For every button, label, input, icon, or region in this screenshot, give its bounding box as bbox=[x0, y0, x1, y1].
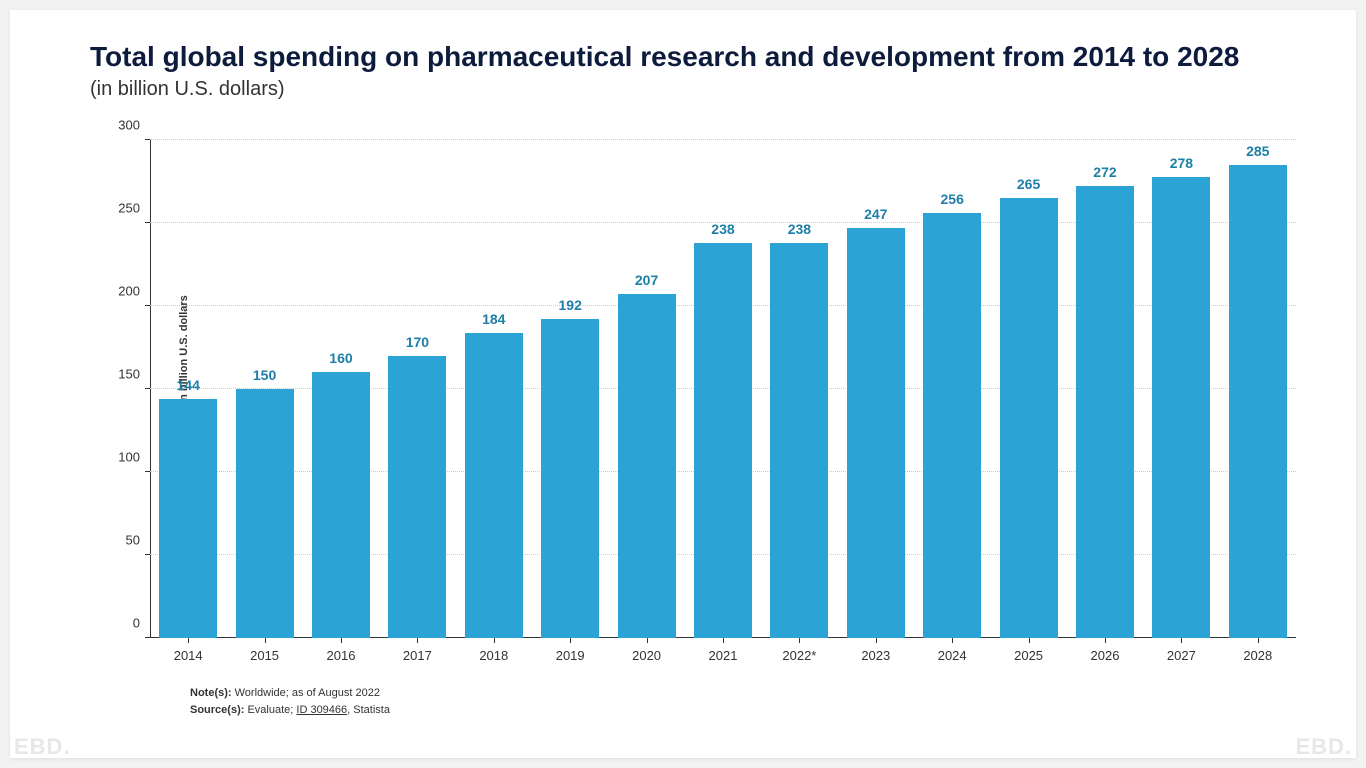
bar: 256 bbox=[923, 213, 981, 638]
xtick-label: 2021 bbox=[709, 648, 738, 663]
bar-slot: 2382021 bbox=[685, 140, 761, 638]
bar-slot: 2652025 bbox=[990, 140, 1066, 638]
watermark-left: EBD. bbox=[14, 734, 71, 760]
xtick-mark bbox=[952, 638, 953, 643]
xtick-label: 2018 bbox=[479, 648, 508, 663]
bar: 184 bbox=[465, 333, 523, 638]
xtick-label: 2022* bbox=[782, 648, 816, 663]
xtick-label: 2016 bbox=[327, 648, 356, 663]
chart-title: Total global spending on pharmaceutical … bbox=[90, 40, 1306, 74]
xtick-mark bbox=[647, 638, 648, 643]
chart-card: Total global spending on pharmaceutical … bbox=[10, 10, 1356, 758]
note-label: Note(s): bbox=[190, 687, 232, 699]
xtick-mark bbox=[799, 638, 800, 643]
bar: 144 bbox=[159, 399, 217, 638]
bar-slot: 1922019 bbox=[532, 140, 608, 638]
bar-slot: 2472023 bbox=[838, 140, 914, 638]
bar-slot: 2382022* bbox=[761, 140, 837, 638]
source-suffix: , Statista bbox=[347, 704, 390, 716]
xtick-label: 2020 bbox=[632, 648, 661, 663]
bar: 285 bbox=[1229, 165, 1287, 638]
xtick-mark bbox=[1258, 638, 1259, 643]
bar-value-label: 285 bbox=[1246, 143, 1269, 159]
xtick-label: 2023 bbox=[861, 648, 890, 663]
bar-slot: 2852028 bbox=[1220, 140, 1296, 638]
bar: 170 bbox=[388, 356, 446, 638]
bar-slot: 1842018 bbox=[456, 140, 532, 638]
xtick-label: 2014 bbox=[174, 648, 203, 663]
ytick-label: 150 bbox=[118, 367, 150, 382]
bar: 238 bbox=[770, 243, 828, 638]
xtick-label: 2017 bbox=[403, 648, 432, 663]
bar-value-label: 265 bbox=[1017, 176, 1040, 192]
bar: 238 bbox=[694, 243, 752, 638]
xtick-mark bbox=[1105, 638, 1106, 643]
bar-value-label: 247 bbox=[864, 206, 887, 222]
xtick-label: 2019 bbox=[556, 648, 585, 663]
xtick-mark bbox=[265, 638, 266, 643]
bar: 207 bbox=[618, 294, 676, 638]
ytick-label: 200 bbox=[118, 284, 150, 299]
source-prefix: Evaluate; bbox=[244, 704, 296, 716]
chart-area: R&D spending in billion U.S. dollars 050… bbox=[150, 140, 1296, 638]
bar: 160 bbox=[312, 372, 370, 638]
source-label: Source(s): bbox=[190, 704, 244, 716]
bar-slot: 2782027 bbox=[1143, 140, 1219, 638]
bar-value-label: 238 bbox=[711, 221, 734, 237]
bar-value-label: 278 bbox=[1170, 155, 1193, 171]
watermark-right: EBD. bbox=[1295, 734, 1352, 760]
bar-value-label: 192 bbox=[559, 297, 582, 313]
ytick-label: 0 bbox=[133, 616, 150, 631]
bar-value-label: 184 bbox=[482, 311, 505, 327]
bar: 247 bbox=[847, 228, 905, 638]
ytick-label: 250 bbox=[118, 201, 150, 216]
xtick-mark bbox=[494, 638, 495, 643]
source-id: ID 309466 bbox=[296, 704, 347, 716]
bar-slot: 2722026 bbox=[1067, 140, 1143, 638]
bar: 272 bbox=[1076, 186, 1134, 638]
bar: 278 bbox=[1152, 177, 1210, 638]
bar-value-label: 272 bbox=[1093, 164, 1116, 180]
bar-value-label: 207 bbox=[635, 272, 658, 288]
plot-region: 0501001502002503001442014150201516020161… bbox=[150, 140, 1296, 638]
xtick-mark bbox=[1181, 638, 1182, 643]
bar-value-label: 256 bbox=[941, 191, 964, 207]
note-line: Note(s): Worldwide; as of August 2022 bbox=[190, 685, 390, 703]
bar-value-label: 170 bbox=[406, 334, 429, 350]
bar-slot: 1502015 bbox=[226, 140, 302, 638]
bar-slot: 1602016 bbox=[303, 140, 379, 638]
xtick-mark bbox=[188, 638, 189, 643]
bar-slot: 1442014 bbox=[150, 140, 226, 638]
xtick-label: 2027 bbox=[1167, 648, 1196, 663]
bar-value-label: 144 bbox=[177, 377, 200, 393]
xtick-mark bbox=[723, 638, 724, 643]
xtick-mark bbox=[570, 638, 571, 643]
ytick-label: 300 bbox=[118, 118, 150, 133]
xtick-mark bbox=[417, 638, 418, 643]
xtick-label: 2024 bbox=[938, 648, 967, 663]
bar: 192 bbox=[541, 319, 599, 638]
bar: 150 bbox=[236, 389, 294, 638]
footnotes: Note(s): Worldwide; as of August 2022 So… bbox=[190, 685, 390, 720]
bar-value-label: 238 bbox=[788, 221, 811, 237]
source-line: Source(s): Evaluate; ID 309466, Statista bbox=[190, 702, 390, 720]
xtick-label: 2015 bbox=[250, 648, 279, 663]
bar-slot: 1702017 bbox=[379, 140, 455, 638]
xtick-mark bbox=[876, 638, 877, 643]
xtick-mark bbox=[1029, 638, 1030, 643]
chart-subtitle: (in billion U.S. dollars) bbox=[90, 78, 1306, 101]
xtick-mark bbox=[341, 638, 342, 643]
bar-slot: 2072020 bbox=[608, 140, 684, 638]
xtick-label: 2026 bbox=[1091, 648, 1120, 663]
xtick-label: 2025 bbox=[1014, 648, 1043, 663]
note-text: Worldwide; as of August 2022 bbox=[232, 687, 380, 699]
bar-value-label: 160 bbox=[329, 350, 352, 366]
bar-value-label: 150 bbox=[253, 367, 276, 383]
ytick-label: 100 bbox=[118, 450, 150, 465]
xtick-label: 2028 bbox=[1243, 648, 1272, 663]
bar: 265 bbox=[1000, 198, 1058, 638]
bar-slot: 2562024 bbox=[914, 140, 990, 638]
ytick-label: 50 bbox=[126, 533, 150, 548]
